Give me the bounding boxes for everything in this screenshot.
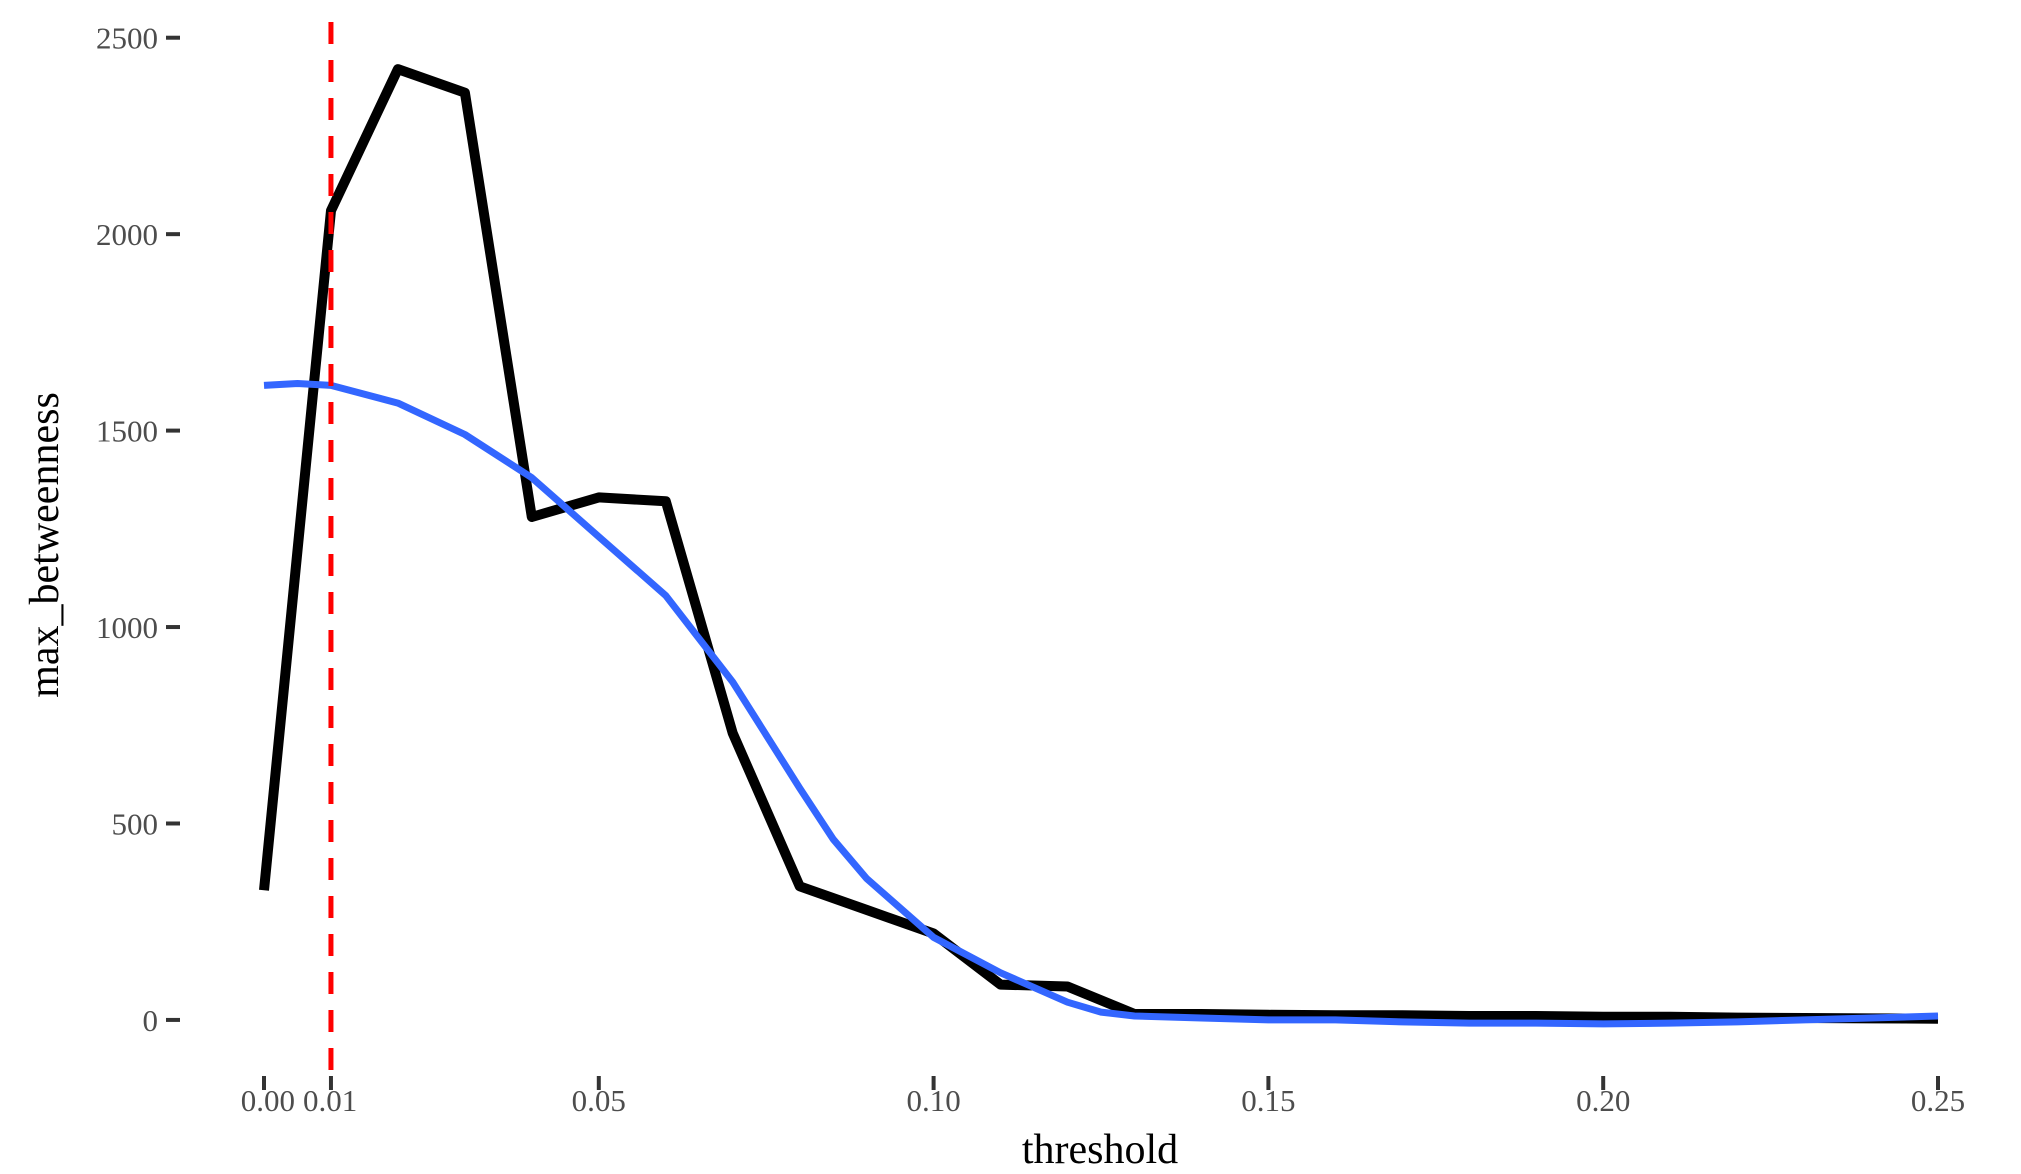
- x-tick-label: 0.01: [303, 1083, 357, 1118]
- plot-area: [259, 22, 1939, 1071]
- x-tick-label: 0.05: [572, 1083, 626, 1118]
- x-tick-label: 0.25: [1911, 1083, 1965, 1118]
- y-tick-label: 500: [112, 806, 159, 841]
- x-axis-title: threshold: [1022, 1127, 1178, 1173]
- y-tick-label: 1000: [96, 610, 158, 645]
- x-tick-label: 0.20: [1576, 1083, 1630, 1118]
- y-axis: 0 500 1000 1500 2000 2500: [96, 21, 180, 1038]
- y-tick-label: 0: [143, 1003, 159, 1038]
- smooth-series-line: [263, 380, 1939, 1028]
- x-tick-label: 0.15: [1241, 1083, 1295, 1118]
- x-tick-label: 0.00: [241, 1083, 295, 1118]
- y-tick-label: 2500: [96, 21, 158, 56]
- observed-series-line: [259, 64, 1939, 1024]
- x-axis: 0.00 0.01 0.05 0.10 0.15 0.20 0.25: [241, 1076, 1965, 1118]
- y-axis-title: max_betweenness: [22, 392, 68, 698]
- y-tick-label: 1500: [96, 414, 158, 449]
- x-tick-label: 0.10: [906, 1083, 960, 1118]
- y-tick-label: 2000: [96, 217, 158, 252]
